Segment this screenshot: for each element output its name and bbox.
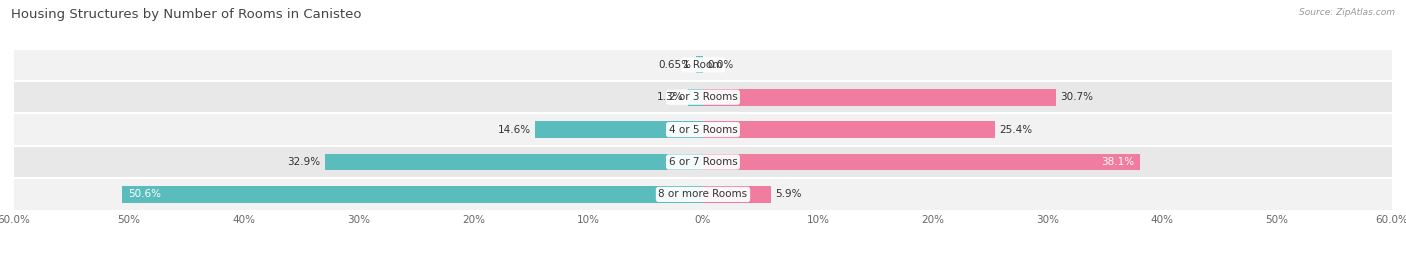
Bar <box>325 154 703 170</box>
Text: 8 or more Rooms: 8 or more Rooms <box>658 189 748 200</box>
Bar <box>688 89 703 106</box>
Bar <box>14 49 1392 81</box>
Bar <box>122 186 703 203</box>
Bar <box>696 56 703 73</box>
Text: 1 Room: 1 Room <box>683 60 723 70</box>
Bar <box>14 81 1392 113</box>
Text: 5.9%: 5.9% <box>775 189 801 200</box>
Text: 50.6%: 50.6% <box>128 189 160 200</box>
Text: 38.1%: 38.1% <box>1102 157 1135 167</box>
Text: 14.6%: 14.6% <box>498 124 531 135</box>
Text: 0.65%: 0.65% <box>658 60 690 70</box>
Text: 30.7%: 30.7% <box>1060 92 1092 102</box>
Text: 6 or 7 Rooms: 6 or 7 Rooms <box>669 157 737 167</box>
Text: 4 or 5 Rooms: 4 or 5 Rooms <box>669 124 737 135</box>
Bar <box>703 186 770 203</box>
Text: 0.0%: 0.0% <box>707 60 734 70</box>
Text: 1.3%: 1.3% <box>657 92 683 102</box>
Text: Source: ZipAtlas.com: Source: ZipAtlas.com <box>1299 8 1395 17</box>
Text: 25.4%: 25.4% <box>1000 124 1032 135</box>
Text: 32.9%: 32.9% <box>287 157 321 167</box>
Bar <box>703 89 1056 106</box>
Bar <box>14 113 1392 146</box>
Text: Housing Structures by Number of Rooms in Canisteo: Housing Structures by Number of Rooms in… <box>11 8 361 21</box>
Bar <box>14 178 1392 211</box>
Text: 2 or 3 Rooms: 2 or 3 Rooms <box>669 92 737 102</box>
Bar <box>14 146 1392 178</box>
Bar <box>703 121 994 138</box>
Bar <box>703 154 1140 170</box>
Bar <box>536 121 703 138</box>
